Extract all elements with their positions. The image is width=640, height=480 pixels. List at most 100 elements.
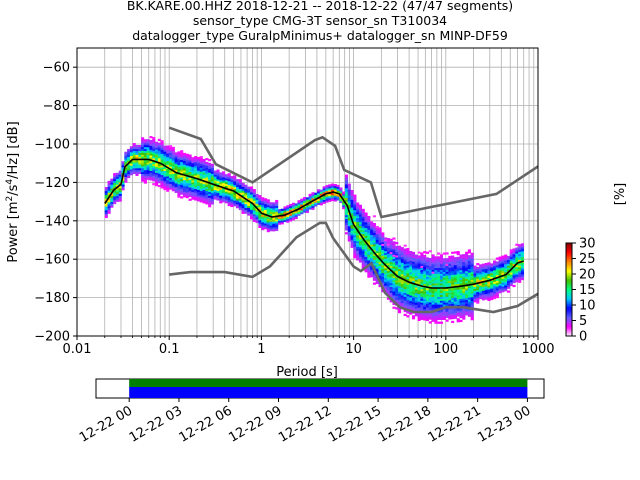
pdf-cell xyxy=(180,196,184,199)
pdf-cell xyxy=(213,187,217,191)
pdf-cell xyxy=(425,297,430,300)
pdf-cell xyxy=(127,160,131,163)
colorbar-segment xyxy=(566,244,572,247)
pdf-cell xyxy=(518,267,522,270)
pdf-cell xyxy=(356,212,360,215)
pdf-cell xyxy=(202,193,206,196)
pdf-cell xyxy=(210,184,214,188)
pdf-cell xyxy=(191,197,195,200)
pdf-cell xyxy=(358,248,363,252)
pdf-cell xyxy=(118,195,122,198)
pdf-cell xyxy=(205,165,209,168)
pdf-cell xyxy=(289,217,293,220)
pdf-cell xyxy=(364,212,368,215)
pdf-cell xyxy=(350,199,354,202)
pdf-cell xyxy=(205,192,209,195)
pdf-cell xyxy=(498,256,502,259)
pdf-cell xyxy=(185,155,189,158)
pdf-cell xyxy=(252,212,256,215)
pdf-cell xyxy=(398,299,402,302)
pdf-cell xyxy=(453,259,457,262)
pdf-cell xyxy=(512,261,516,265)
pdf-cell xyxy=(520,243,525,246)
pdf-cell xyxy=(437,304,441,307)
pdf-cell xyxy=(208,164,212,167)
pdf-cell xyxy=(155,151,159,154)
pdf-cell xyxy=(453,274,457,277)
pdf-cell xyxy=(272,217,276,220)
pdf-cell xyxy=(353,252,357,255)
pdf-cell xyxy=(423,308,427,311)
pdf-cell xyxy=(303,202,307,205)
pdf-cell xyxy=(445,309,449,313)
pdf-cell xyxy=(476,293,480,296)
pdf-cell xyxy=(442,308,446,311)
pdf-cell xyxy=(104,190,108,194)
pdf-cell xyxy=(465,267,469,270)
pdf-cell xyxy=(121,178,125,181)
pdf-cell xyxy=(442,313,446,317)
pdf-cell xyxy=(174,158,178,161)
pdf-cell xyxy=(280,208,284,211)
pdf-cell xyxy=(386,259,390,262)
pdf-cell xyxy=(227,196,231,199)
pdf-cell xyxy=(420,296,424,299)
pdf-cell xyxy=(411,255,416,258)
pdf-cell xyxy=(451,293,455,297)
x-tick-label: 1000 xyxy=(521,342,554,357)
pdf-cell xyxy=(135,160,139,163)
pdf-cell xyxy=(456,297,460,300)
pdf-cell xyxy=(425,276,430,279)
pdf-cell xyxy=(152,173,156,176)
pdf-cell xyxy=(210,192,214,195)
pdf-cell xyxy=(210,202,214,205)
pdf-cell xyxy=(202,187,206,190)
pdf-cell xyxy=(437,294,441,297)
pdf-cell xyxy=(300,208,304,211)
pdf-cell xyxy=(386,278,390,281)
pdf-cell xyxy=(392,289,396,292)
pdf-cell xyxy=(484,264,488,268)
pdf-cell xyxy=(509,274,513,277)
pdf-cell xyxy=(384,241,388,244)
pdf-cell xyxy=(157,142,161,145)
pdf-cell xyxy=(138,146,142,150)
pdf-cell xyxy=(356,244,360,248)
pdf-cell xyxy=(180,154,184,157)
pdf-cell xyxy=(143,143,147,146)
colorbar-segment xyxy=(566,286,572,289)
pdf-cell xyxy=(163,166,167,170)
pdf-cell xyxy=(445,290,449,293)
pdf-cell xyxy=(437,267,441,271)
pdf-cell xyxy=(152,154,156,157)
pdf-cell xyxy=(297,204,301,207)
pdf-cell xyxy=(196,162,201,165)
pdf-cell xyxy=(381,240,385,243)
pdf-cell xyxy=(414,304,418,307)
pdf-cell xyxy=(171,152,175,155)
pdf-cell xyxy=(344,180,349,183)
pdf-cell xyxy=(439,300,444,303)
pdf-cell xyxy=(403,271,407,274)
pdf-cell xyxy=(132,160,136,163)
pdf-cell xyxy=(361,227,365,231)
pdf-cell xyxy=(434,273,438,276)
pdf-cell xyxy=(177,195,181,198)
pdf-cell xyxy=(347,227,351,231)
pdf-cell xyxy=(431,315,435,319)
pdf-cell xyxy=(166,162,170,165)
pdf-cell xyxy=(442,273,446,276)
pdf-cell xyxy=(506,263,511,266)
pdf-cell xyxy=(434,283,438,286)
pdf-cell xyxy=(347,222,351,225)
pdf-cell xyxy=(317,193,321,196)
pdf-cell xyxy=(445,294,449,297)
pdf-cell xyxy=(481,271,485,274)
pdf-cell xyxy=(261,220,265,223)
pdf-cell xyxy=(456,314,460,317)
pdf-cell xyxy=(492,275,497,279)
pdf-cell xyxy=(423,297,427,300)
pdf-cell xyxy=(431,296,435,299)
colorbar-segment xyxy=(566,275,572,278)
pdf-cell xyxy=(470,285,474,288)
